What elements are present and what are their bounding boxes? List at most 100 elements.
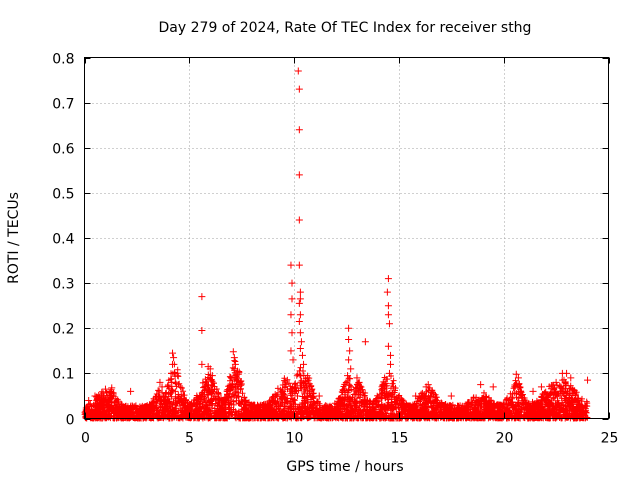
data-point bbox=[101, 385, 109, 393]
y-tick-label: 0.6 bbox=[52, 142, 74, 158]
data-point bbox=[384, 275, 392, 283]
axis-ticks bbox=[84, 57, 610, 420]
data-point bbox=[295, 299, 303, 307]
data-point bbox=[170, 354, 178, 362]
data-point bbox=[529, 387, 537, 395]
data-point bbox=[288, 329, 296, 337]
data-point bbox=[156, 378, 164, 386]
data-point bbox=[422, 383, 430, 391]
data-point bbox=[230, 354, 238, 362]
data-point bbox=[346, 347, 354, 355]
y-tick-label: 0.4 bbox=[52, 232, 74, 248]
data-point bbox=[297, 338, 305, 346]
y-axis-title: ROTI / TECUs bbox=[6, 192, 22, 284]
data-point bbox=[300, 360, 308, 368]
data-point bbox=[477, 381, 485, 389]
data-point bbox=[385, 369, 393, 377]
data-point bbox=[206, 365, 214, 373]
data-point bbox=[169, 360, 177, 368]
data-point bbox=[295, 126, 303, 134]
x-tick-label: 5 bbox=[185, 431, 194, 447]
data-point bbox=[229, 348, 237, 356]
x-tick-label: 25 bbox=[601, 431, 619, 447]
data-point bbox=[567, 374, 575, 382]
y-tick-label: 0.8 bbox=[52, 52, 74, 68]
plot-frame bbox=[84, 57, 609, 419]
data-point bbox=[361, 338, 369, 346]
grid-lines bbox=[84, 57, 609, 419]
data-point bbox=[108, 384, 116, 392]
data-point bbox=[169, 349, 177, 357]
data-point bbox=[315, 392, 323, 400]
x-tick-label: 10 bbox=[286, 431, 304, 447]
data-point bbox=[198, 327, 206, 335]
data-point bbox=[296, 329, 304, 337]
data-point bbox=[234, 367, 242, 375]
data-point bbox=[584, 376, 592, 384]
chart-title: Day 279 of 2024, Rate Of TEC Index for r… bbox=[159, 20, 532, 36]
y-tick-label: 0.5 bbox=[52, 187, 74, 203]
data-point bbox=[158, 383, 166, 391]
data-point bbox=[287, 347, 295, 355]
data-point bbox=[345, 336, 353, 344]
y-tick-label: 0.1 bbox=[52, 367, 74, 383]
data-point bbox=[385, 320, 393, 328]
x-tick-label: 20 bbox=[496, 431, 514, 447]
data-point bbox=[387, 351, 395, 359]
baseline-noise-band bbox=[81, 357, 591, 422]
data-point bbox=[412, 392, 420, 400]
data-point bbox=[296, 295, 304, 303]
data-point bbox=[344, 372, 352, 380]
x-tick-label: 0 bbox=[81, 431, 90, 447]
data-point bbox=[296, 288, 304, 296]
data-point bbox=[198, 293, 206, 301]
data-point bbox=[288, 295, 296, 303]
data-point bbox=[355, 378, 363, 386]
x-axis-title: GPS time / hours bbox=[286, 459, 403, 475]
data-point bbox=[295, 171, 303, 179]
y-tick-label: 0.7 bbox=[52, 97, 74, 113]
data-point bbox=[384, 311, 392, 319]
y-tick-label: 0 bbox=[66, 413, 75, 429]
data-point bbox=[171, 369, 179, 377]
data-point bbox=[298, 351, 306, 359]
data-point bbox=[91, 392, 99, 400]
data-point bbox=[287, 261, 295, 269]
data-point bbox=[347, 365, 355, 373]
data-point bbox=[269, 396, 277, 404]
data-point bbox=[295, 317, 303, 325]
data-point bbox=[552, 378, 560, 386]
data-point bbox=[295, 85, 303, 93]
x-tick-labels: 0 5 10 15 20 25 bbox=[81, 431, 618, 447]
data-point bbox=[127, 387, 135, 395]
data-point bbox=[296, 345, 304, 353]
y-tick-label: 0.3 bbox=[52, 277, 74, 293]
data-point bbox=[295, 261, 303, 269]
data-point bbox=[288, 279, 296, 287]
data-point bbox=[563, 369, 571, 377]
data-point bbox=[387, 360, 395, 368]
data-point bbox=[250, 401, 258, 409]
data-points bbox=[85, 67, 592, 409]
data-point bbox=[85, 396, 93, 404]
data-point bbox=[231, 360, 239, 368]
data-point bbox=[447, 392, 455, 400]
data-point bbox=[383, 288, 391, 296]
y-tick-labels: 0 0.1 0.2 0.3 0.4 0.5 0.6 0.7 0.8 bbox=[52, 52, 74, 429]
data-point bbox=[208, 372, 216, 380]
data-point bbox=[198, 360, 206, 368]
data-point bbox=[289, 356, 297, 364]
data-point bbox=[384, 342, 392, 350]
data-point bbox=[512, 370, 520, 378]
data-point bbox=[345, 324, 353, 332]
data-point bbox=[294, 67, 302, 75]
data-point bbox=[345, 356, 353, 364]
data-point bbox=[287, 311, 295, 319]
baseline-marks bbox=[81, 357, 591, 422]
data-point bbox=[353, 374, 361, 382]
data-point bbox=[384, 302, 392, 310]
data-point bbox=[489, 383, 497, 391]
data-point bbox=[296, 311, 304, 319]
x-tick-label: 15 bbox=[391, 431, 409, 447]
